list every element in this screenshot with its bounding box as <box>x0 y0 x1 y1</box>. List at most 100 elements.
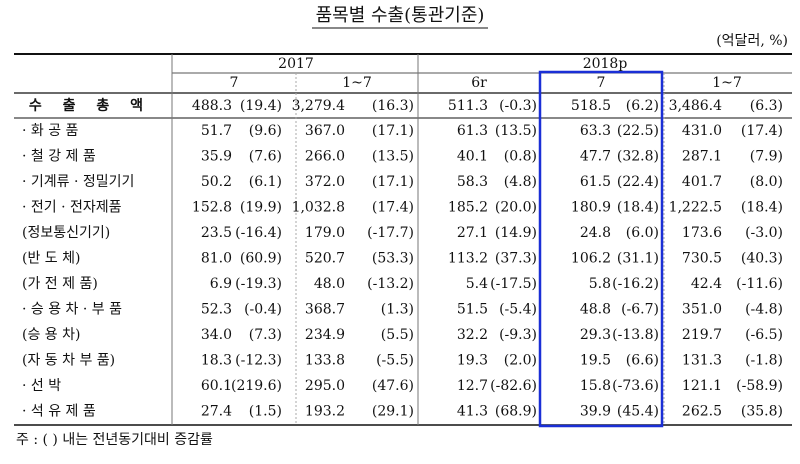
cell: (2.0) <box>504 353 537 369</box>
cell: 27.4 <box>201 404 232 420</box>
period-header: 6r <box>471 75 487 91</box>
period-header: 1~7 <box>712 75 742 91</box>
cell: (53.3) <box>372 251 414 267</box>
cell: (22.4) <box>617 174 659 190</box>
cell: 152.8 <box>192 200 232 216</box>
cell: (7.3) <box>249 327 282 343</box>
cell: 488.3 <box>192 98 232 114</box>
footnote: 주 : ( ) 내는 전년동기대비 증감률 <box>16 432 213 448</box>
row-label: · 석 유 제 품 <box>22 404 96 420</box>
cell: 5.4 <box>466 276 488 292</box>
cell: (7.9) <box>750 149 783 165</box>
cell: (13.5) <box>495 123 537 139</box>
cell: 730.5 <box>682 251 722 267</box>
cell: 81.0 <box>201 251 232 267</box>
cell: 121.1 <box>682 378 722 394</box>
cell: 368.7 <box>305 302 345 318</box>
cell: 431.0 <box>682 123 722 139</box>
cell: 287.1 <box>682 149 722 165</box>
cell: (6.2) <box>626 98 659 114</box>
cell: 518.5 <box>571 98 611 114</box>
title: 품목별 수출(통관기준) <box>316 5 485 26</box>
cell: (7.6) <box>249 149 282 165</box>
row-label: · 선 박 <box>22 378 61 394</box>
cell: (-13.8) <box>612 327 659 343</box>
cell: (6.6) <box>626 353 659 369</box>
cell: 39.9 <box>580 404 611 420</box>
row-label: 수 출 총 액 <box>29 97 151 114</box>
period-header: 1~7 <box>342 75 372 91</box>
cell: (-0.4) <box>244 302 282 318</box>
cell: (31.1) <box>617 251 659 267</box>
cell: 351.0 <box>682 302 722 318</box>
row-label: · 화 공 품 <box>22 123 79 139</box>
cell: 51.5 <box>457 302 488 318</box>
cell: 295.0 <box>305 378 345 394</box>
cell: (19.4) <box>240 98 282 114</box>
cell: (35.8) <box>741 404 783 420</box>
cell: 113.2 <box>448 251 488 267</box>
cell: 185.2 <box>448 200 488 216</box>
cell: (-16.4) <box>235 225 282 241</box>
cell: (37.3) <box>495 251 537 267</box>
period-header: 7 <box>597 75 606 91</box>
cell: (29.1) <box>372 404 414 420</box>
cell: 234.9 <box>305 327 345 343</box>
cell: 50.2 <box>201 174 232 190</box>
cell: (17.1) <box>372 123 414 139</box>
cell: (17.4) <box>372 200 414 216</box>
cell: 401.7 <box>682 174 722 190</box>
year-header: 2017 <box>278 56 314 72</box>
cell: (22.5) <box>617 123 659 139</box>
cell: 35.9 <box>201 149 232 165</box>
cell: 48.0 <box>314 276 345 292</box>
cell: (-16.2) <box>612 276 659 292</box>
cell: 511.3 <box>448 98 488 114</box>
cell: 266.0 <box>305 149 345 165</box>
cell: (-6.5) <box>745 327 783 343</box>
cell: (45.4) <box>617 404 659 420</box>
cell: (4.8) <box>504 174 537 190</box>
cell: 41.3 <box>457 404 488 420</box>
cell: 133.8 <box>305 353 345 369</box>
row-label: (승 용 차) <box>22 327 80 343</box>
cell: 60.1 <box>201 378 232 394</box>
cell: 61.5 <box>580 174 611 190</box>
cell: 61.3 <box>457 123 488 139</box>
cell: (-5.4) <box>499 302 537 318</box>
cell: (-73.6) <box>612 378 659 394</box>
row-label: · 전기 · 전자제품 <box>22 200 122 216</box>
cell: (-12.3) <box>235 353 282 369</box>
cell: 24.8 <box>580 225 611 241</box>
highlight-box <box>538 70 664 428</box>
cell: (6.1) <box>249 174 282 190</box>
row-label: (정보통신기기) <box>22 225 110 241</box>
cell: (13.5) <box>372 149 414 165</box>
cell: (8.0) <box>750 174 783 190</box>
row-label: · 승 용 차 · 부 품 <box>22 302 122 318</box>
cell: 3,279.4 <box>292 98 346 114</box>
cell: (-11.6) <box>736 276 783 292</box>
cell: (-5.5) <box>376 353 414 369</box>
cell: (-58.9) <box>736 378 783 394</box>
cell: 47.7 <box>580 149 611 165</box>
cell: (14.9) <box>495 225 537 241</box>
year-header: 2018p <box>583 56 628 72</box>
cell: (1.3) <box>381 302 414 318</box>
cell: (-6.7) <box>621 302 659 318</box>
cell: 23.5 <box>201 225 232 241</box>
cell: (-19.3) <box>235 276 282 292</box>
cell: 48.8 <box>580 302 611 318</box>
cell: (68.9) <box>495 404 537 420</box>
cell: 19.5 <box>580 353 611 369</box>
cell: 15.8 <box>580 378 611 394</box>
row-label: (자 동 차 부 품) <box>22 353 115 369</box>
cell: (-17.5) <box>490 276 537 292</box>
row-label: · 기계류 · 정밀기기 <box>22 174 134 190</box>
cell: 40.1 <box>457 149 488 165</box>
cell: (-17.7) <box>367 225 414 241</box>
cell: (0.8) <box>504 149 537 165</box>
cell: (18.4) <box>617 200 659 216</box>
cell: 262.5 <box>682 404 722 420</box>
